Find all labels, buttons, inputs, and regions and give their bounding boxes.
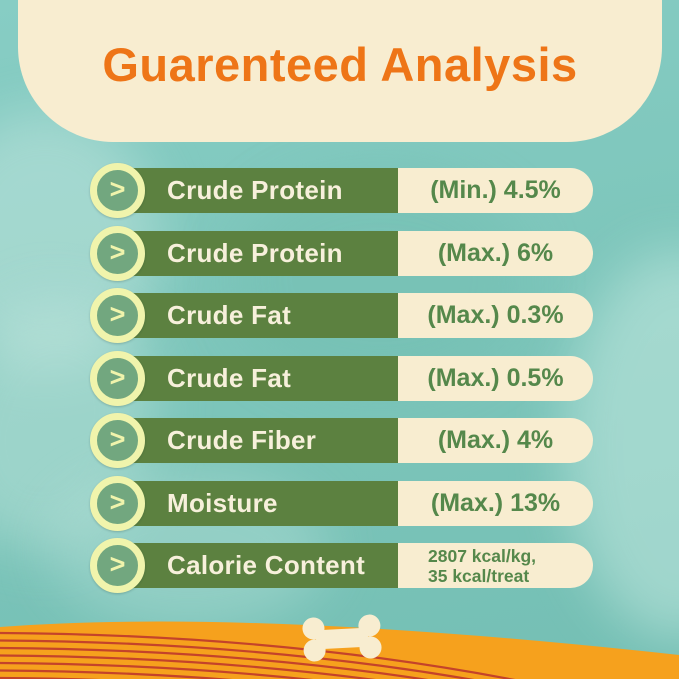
chevron-bullet: > bbox=[90, 475, 145, 531]
bone-icon bbox=[302, 614, 382, 662]
nutrient-label: Calorie Content bbox=[167, 550, 366, 580]
chevron-right-icon: > bbox=[109, 174, 126, 204]
arc-lines bbox=[0, 631, 516, 679]
nutrient-value: (Max.) 13% bbox=[430, 488, 561, 517]
nutrient-value-pill: (Max.) 13% bbox=[398, 480, 593, 526]
nutrient-value-pill: (Max.) 6% bbox=[398, 230, 593, 276]
nutrient-label-bar: Crude Fat bbox=[131, 355, 398, 401]
analysis-row-crude-fiber: > Crude Fiber (Max.) 4% bbox=[0, 413, 679, 468]
nutrient-value-pill: (Max.) 0.5% bbox=[398, 355, 593, 401]
nutrient-value: (Min.) 4.5% bbox=[430, 176, 561, 204]
analysis-row-crude-fat-max-1: > Crude Fat (Max.) 0.3% bbox=[0, 288, 679, 343]
nutrient-label: Crude Fat bbox=[167, 362, 292, 393]
orange-wave bbox=[0, 621, 679, 679]
page-title: Guarenteed Analysis bbox=[102, 37, 578, 91]
chevron-right-icon: > bbox=[109, 549, 126, 579]
chevron-right-icon: > bbox=[109, 361, 126, 392]
nutrient-value-pill: 2807 kcal/kg, 35 kcal/treat bbox=[398, 543, 593, 588]
nutrient-label-bar: Crude Protein bbox=[131, 230, 398, 276]
analysis-row-moisture: > Moisture (Max.) 13% bbox=[0, 475, 679, 531]
analysis-row-crude-protein-min: > Crude Protein (Min.) 4.5% bbox=[0, 163, 679, 218]
nutrient-label-bar: Crude Protein bbox=[131, 168, 398, 213]
chevron-right-icon: > bbox=[109, 424, 126, 454]
nutrient-label: Crude Fiber bbox=[167, 425, 317, 455]
chevron-bullet: > bbox=[90, 350, 145, 406]
nutrient-value-pill: (Max.) 4% bbox=[398, 418, 593, 463]
nutrient-value: (Max.) 4% bbox=[437, 426, 554, 454]
chevron-right-icon: > bbox=[109, 299, 126, 329]
header-banner: Guarenteed Analysis bbox=[18, 0, 662, 142]
nutrient-label: Crude Fat bbox=[167, 300, 292, 330]
chevron-bullet: > bbox=[90, 225, 145, 281]
chevron-bullet: > bbox=[90, 163, 145, 218]
footer-wave-art bbox=[0, 614, 679, 679]
nutrient-label: Crude Protein bbox=[167, 237, 343, 268]
nutrient-value: (Max.) 6% bbox=[437, 238, 554, 267]
nutrient-value-line2: 35 kcal/treat bbox=[428, 565, 530, 586]
nutrient-value-pill: (Min.) 4.5% bbox=[398, 168, 593, 213]
nutrient-value: (Max.) 0.5% bbox=[427, 363, 564, 392]
nutrient-label: Crude Protein bbox=[167, 175, 343, 205]
nutrient-label-bar: Crude Fiber bbox=[131, 418, 398, 463]
analysis-row-crude-fat-max-2: > Crude Fat (Max.) 0.5% bbox=[0, 350, 679, 406]
nutrient-value-pill: (Max.) 0.3% bbox=[398, 293, 593, 338]
nutrient-label-bar: Moisture bbox=[131, 480, 398, 526]
chevron-bullet: > bbox=[90, 413, 145, 468]
nutrient-label-bar: Calorie Content bbox=[131, 543, 398, 588]
chevron-bullet: > bbox=[90, 538, 145, 593]
analysis-row-crude-protein-max: > Crude Protein (Max.) 6% bbox=[0, 225, 679, 281]
nutrient-value: (Max.) 0.3% bbox=[427, 301, 564, 329]
nutrient-label: Moisture bbox=[167, 487, 278, 518]
chevron-right-icon: > bbox=[109, 486, 126, 517]
chevron-bullet: > bbox=[90, 288, 145, 343]
nutrient-value-line1: 2807 kcal/kg, bbox=[428, 545, 536, 566]
analysis-rows: > Crude Protein (Min.) 4.5% > Crude Prot… bbox=[0, 163, 679, 593]
analysis-row-calorie-content: > Calorie Content 2807 kcal/kg, 35 kcal/… bbox=[0, 538, 679, 593]
chevron-right-icon: > bbox=[109, 236, 126, 267]
nutrient-label-bar: Crude Fat bbox=[131, 293, 398, 338]
